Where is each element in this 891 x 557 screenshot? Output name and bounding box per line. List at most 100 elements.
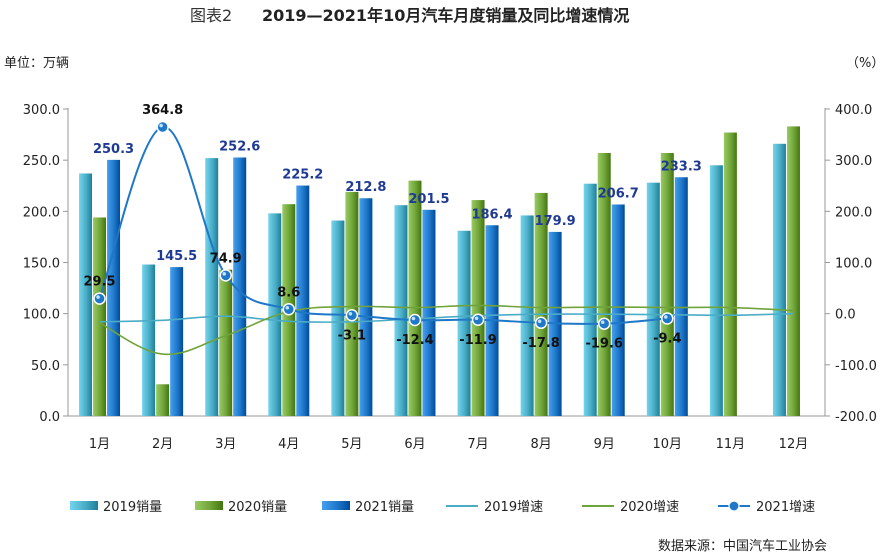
left-tick-label: 300.0 [23,103,60,118]
point-2021增速 [345,309,359,322]
line-label-2021-10月: -9.4 [653,331,681,346]
bar-2019销量-8月 [520,215,534,416]
right-tick-label: -100.0 [835,359,877,374]
bar-2020销量-6月 [408,180,422,416]
bar-2019销量-3月 [205,158,219,416]
bar-label-2021-8月: 179.9 [535,214,576,229]
left-tick-label: 0.0 [39,410,60,425]
legend-swatch-2020销量 [195,501,223,510]
bar-2019销量-11月 [709,165,723,416]
bar-2019销量-4月 [268,213,282,416]
category-label-5月: 5月 [341,437,362,452]
bar-label-2021-1月: 250.3 [93,142,134,157]
line-data-labels: 29.5 364.8 74.9 8.6 -3.1 -12.4 -11.9 -17.8 -19.6… [84,103,682,352]
bar-2021销量-2月 [170,267,184,416]
bar-2019销量-9月 [583,183,597,416]
line-label-2021-9月: -19.6 [585,337,622,352]
bar-2020销量-9月 [597,153,611,416]
line-series [93,120,794,356]
bar-label-2021-6月: 201.5 [408,192,449,207]
bar-2021销量-6月 [422,209,436,416]
bar-label-2021-10月: 233.3 [661,159,702,174]
point-2021增速 [282,303,296,316]
chart-title-text: 2019—2021年10月汽车月度销量及同比增速情况 [262,6,629,25]
bar-2019销量-6月 [394,205,408,416]
category-label-2月: 2月 [152,437,173,452]
legend-label-2021增速: 2021增速 [756,500,815,515]
bar-2020销量-10月 [660,153,674,416]
point-highlight [159,123,163,128]
legend-label-2020增速: 2020增速 [620,500,679,515]
point-2021增速 [471,313,485,327]
bar-2020销量-12月 [786,126,800,416]
left-tick-label: 250.0 [23,154,60,169]
category-label-8月: 8月 [530,437,551,452]
line-label-2021-8月: -17.8 [522,336,559,351]
bar-label-2021-2月: 145.5 [156,249,197,264]
left-tick-label: 200.0 [23,205,60,220]
line-label-2021-6月: -12.4 [396,333,433,348]
bar-label-2021-9月: 206.7 [598,186,639,201]
category-label-9月: 9月 [594,437,615,452]
point-2021增速 [93,292,106,305]
bar-2021销量-3月 [233,157,247,417]
figure-label: 图表2 [190,6,232,25]
left-axis-ticks: 0.0 50.0 100.0 150.0 200.0 250.0 300.0 [23,103,68,425]
bar-2021销量-9月 [611,204,625,416]
bar-data-labels: 250.3 145.5 252.6 225.2 212.8 201.5 186.4 179.9… [93,140,702,265]
line-label-2021-7月: -11.9 [459,333,496,348]
point-highlight [96,295,100,299]
point-highlight [285,305,290,310]
chart-title: 图表2 2019—2021年10月汽车月度销量及同比增速情况 [190,6,629,25]
point-highlight [474,316,479,321]
bar-2020销量-5月 [345,191,359,416]
point-highlight [348,311,353,316]
line-label-2021-1月: 29.5 [84,275,116,290]
line-label-2021-4月: 8.6 [277,285,300,300]
point-2021增速 [597,317,611,330]
bar-label-2021-3月: 252.6 [219,140,260,155]
right-tick-label: 0.0 [835,308,856,323]
category-labels: 1月 2月 3月 4月 5月 6月 7月 8月 9月 10月 11月 12月 [89,437,808,452]
left-axis-unit: 单位：万辆 [4,56,69,71]
legend-label-2019销量: 2019销量 [103,500,162,515]
bar-2019销量-2月 [142,264,156,416]
point-highlight [600,320,605,324]
bar-label-2021-7月: 186.4 [471,207,512,222]
left-tick-label: 100.0 [23,308,60,323]
category-label-12月: 12月 [779,437,809,452]
point-2021增速 [534,316,548,330]
bar-2019销量-12月 [772,143,786,416]
category-label-11月: 11月 [716,437,746,452]
left-tick-label: 50.0 [31,359,60,374]
bar-2019销量-5月 [331,220,345,416]
right-tick-label: -200.0 [835,410,877,425]
point-highlight [411,316,416,321]
right-tick-label: 100.0 [835,257,872,272]
right-tick-label: 200.0 [835,205,872,220]
legend-swatch-2021销量 [322,501,350,510]
bar-2021销量-1月 [107,159,121,416]
category-label-1月: 1月 [89,437,110,452]
legend: 2019销量 2020销量 2021销量 2019增速 2020增速 2021增速 [70,500,815,515]
legend-label-2019增速: 2019增速 [484,500,543,515]
bar-2020销量-1月 [93,217,107,416]
point-highlight [663,315,668,319]
bar-series [79,126,800,417]
right-tick-label: 300.0 [835,154,872,169]
line-2021增速 [98,126,668,325]
line-label-2021-3月: 74.9 [210,251,242,266]
bar-2020销量-8月 [534,192,548,416]
legend-swatch-2019销量 [70,501,98,510]
point-2021增速 [156,120,169,134]
bar-2021销量-4月 [296,185,310,416]
bar-2020销量-2月 [156,384,170,416]
bar-label-2021-5月: 212.8 [345,180,386,195]
legend-label-2021销量: 2021销量 [355,500,414,515]
line-2019增速 [99,312,794,323]
category-label-10月: 10月 [653,437,683,452]
bar-label-2021-4月: 225.2 [282,168,323,183]
category-label-4月: 4月 [278,437,299,452]
category-label-7月: 7月 [467,437,488,452]
